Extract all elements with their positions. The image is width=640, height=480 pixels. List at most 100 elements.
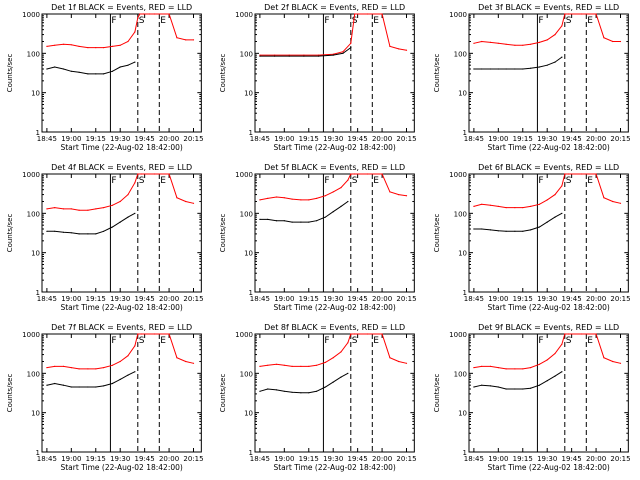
y-tick-label: 1000 bbox=[22, 331, 40, 339]
x-tick-label: 18:45 bbox=[250, 455, 270, 463]
y-tick-label: 10 bbox=[458, 410, 467, 418]
y-tick-label: 100 bbox=[453, 210, 466, 218]
data-point bbox=[381, 13, 384, 15]
x-tick-label: 19:00 bbox=[488, 295, 508, 303]
data-point bbox=[529, 67, 531, 69]
x-tick-label: 20:00 bbox=[372, 295, 392, 303]
y-axis-label: Counts/sec bbox=[219, 374, 227, 413]
data-point bbox=[513, 368, 516, 370]
data-point bbox=[103, 207, 105, 209]
data-point bbox=[300, 392, 302, 394]
x-tick-label: 18:45 bbox=[37, 135, 57, 143]
data-point bbox=[546, 39, 548, 41]
data-point bbox=[168, 173, 170, 175]
panel-title: Det 4f BLACK = Events, RED = LLD bbox=[51, 163, 192, 172]
data-point bbox=[54, 230, 56, 232]
x-tick-label: 19:15 bbox=[299, 295, 319, 303]
data-point bbox=[619, 40, 621, 43]
data-point bbox=[325, 195, 327, 197]
data-point bbox=[398, 360, 400, 363]
x-tick-label: 19:30 bbox=[537, 295, 557, 303]
y-tick-label: 10 bbox=[244, 410, 253, 418]
x-tick-label: 20:00 bbox=[159, 455, 179, 463]
x-tick-label: 19:30 bbox=[323, 455, 343, 463]
x-tick-label: 19:15 bbox=[86, 135, 106, 143]
data-point bbox=[521, 207, 524, 209]
data-point bbox=[103, 367, 105, 369]
data-point bbox=[119, 221, 121, 223]
data-point bbox=[529, 387, 531, 389]
event-marker-label: F bbox=[538, 16, 543, 26]
data-point bbox=[259, 390, 261, 392]
x-tick-label: 19:45 bbox=[561, 135, 581, 143]
data-point bbox=[185, 39, 187, 41]
plot-frame bbox=[254, 13, 416, 133]
data-point bbox=[111, 382, 113, 385]
data-point bbox=[134, 31, 136, 33]
data-point bbox=[340, 205, 342, 207]
data-point bbox=[119, 200, 121, 203]
data-point bbox=[340, 351, 342, 353]
detector-panel-9: Det 9f BLACK = Events, RED = LLD 1 10 100 10… bbox=[433, 323, 631, 472]
data-point bbox=[54, 365, 56, 367]
y-tick-label: 1 bbox=[249, 129, 253, 137]
data-point bbox=[611, 200, 613, 203]
lld-series-line bbox=[260, 13, 407, 56]
data-point bbox=[560, 185, 563, 187]
x-tick-label: 19:00 bbox=[61, 295, 81, 303]
x-tick-label: 19:00 bbox=[61, 455, 81, 463]
data-point bbox=[505, 43, 507, 45]
data-point bbox=[78, 71, 80, 73]
data-point bbox=[111, 204, 113, 206]
data-point bbox=[350, 173, 352, 175]
data-point bbox=[489, 385, 491, 387]
x-tick-label: 19:15 bbox=[512, 455, 532, 463]
panel-title: Det 8f BLACK = Events, RED = LLD bbox=[264, 323, 405, 332]
x-tick-label: 19:00 bbox=[488, 135, 508, 143]
events-series-line bbox=[473, 56, 562, 70]
detector-panel-2: Det 2f BLACK = Events, RED = LLD 1 10 100 10… bbox=[219, 3, 417, 152]
data-point bbox=[480, 228, 482, 230]
lld-series-line bbox=[260, 333, 407, 367]
data-point bbox=[87, 233, 89, 235]
events-series-line bbox=[260, 372, 349, 394]
data-point bbox=[288, 54, 291, 56]
plot-frame bbox=[41, 333, 202, 453]
x-axis-label: Start Time (22-Aug-02 18:42:00) bbox=[274, 303, 396, 312]
x-tick-label: 20:00 bbox=[586, 455, 606, 463]
x-tick-label: 19:30 bbox=[110, 455, 130, 463]
y-tick-label: 1 bbox=[462, 289, 466, 297]
x-tick-label: 19:15 bbox=[512, 135, 532, 143]
data-point bbox=[340, 187, 342, 189]
data-point bbox=[406, 362, 408, 364]
data-point bbox=[316, 390, 318, 392]
data-point bbox=[497, 386, 499, 388]
data-point bbox=[62, 208, 65, 210]
x-tick-label: 19:00 bbox=[275, 135, 295, 143]
data-point bbox=[521, 68, 524, 70]
event-marker-label: S bbox=[139, 16, 145, 26]
data-point bbox=[347, 179, 349, 181]
data-point bbox=[119, 66, 121, 68]
events-series-line bbox=[46, 212, 136, 235]
data-point bbox=[318, 54, 320, 56]
data-point bbox=[332, 357, 335, 359]
data-point bbox=[505, 368, 507, 370]
x-tick-label: 18:45 bbox=[37, 295, 57, 303]
data-point bbox=[489, 68, 491, 70]
data-point bbox=[538, 384, 540, 386]
lld-series-line bbox=[46, 13, 194, 49]
data-point bbox=[259, 199, 261, 201]
data-point bbox=[489, 229, 491, 231]
data-point bbox=[538, 41, 540, 44]
data-point bbox=[139, 13, 141, 15]
y-tick-label: 1000 bbox=[236, 11, 254, 19]
detector-panel-8: Det 8f BLACK = Events, RED = LLD 1 10 100 10… bbox=[219, 323, 417, 472]
x-tick-label: 20:15 bbox=[610, 295, 630, 303]
data-point bbox=[127, 374, 129, 376]
data-point bbox=[554, 375, 556, 377]
data-point bbox=[497, 42, 499, 44]
data-point bbox=[567, 173, 569, 175]
x-tick-label: 19:45 bbox=[348, 455, 368, 463]
data-point bbox=[119, 360, 121, 363]
